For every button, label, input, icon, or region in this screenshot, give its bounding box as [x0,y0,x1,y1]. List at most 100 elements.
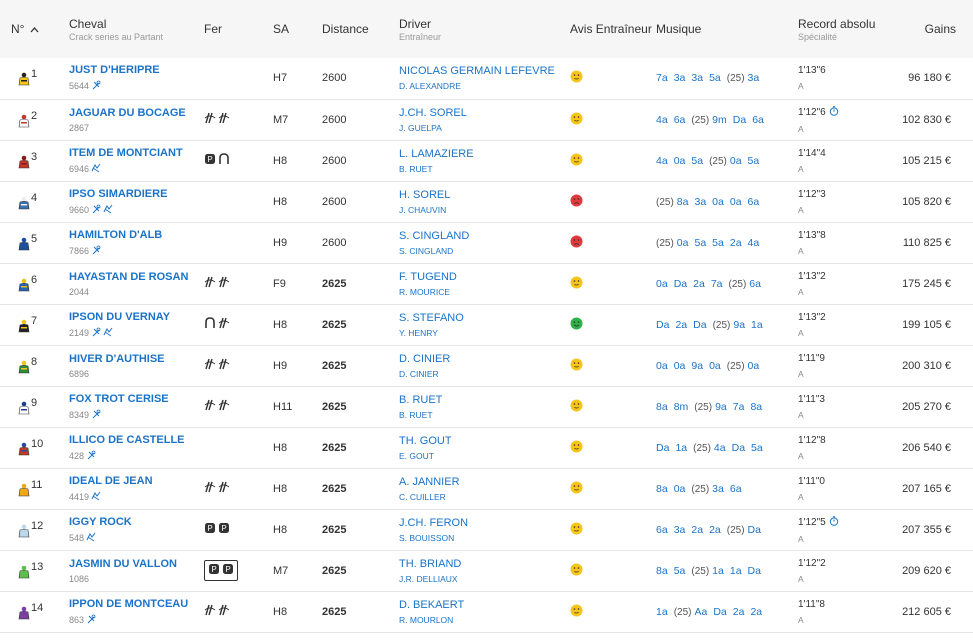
header-sa[interactable]: SA [273,22,290,36]
musique-result[interactable]: 8a [656,482,668,495]
trainer-link[interactable]: D. ALEXANDRE [399,81,461,92]
trainer-link[interactable]: J. GUELPA [399,122,442,133]
horse-name-link[interactable]: HAMILTON D'ALB [69,228,163,241]
musique-result[interactable]: 6a [729,482,742,495]
musique-result[interactable]: 4a [656,113,668,126]
horse-name-link[interactable]: IGGY ROCK [69,515,132,528]
horse-name-link[interactable]: IPPON DE MONTCEAU [69,597,189,610]
table-row[interactable]: 3 ITEM DE MONTCIANT 6946 P H8 2600 L. LAMAZIER… [0,140,973,181]
horse-name-link[interactable]: ILLICO DE CASTELLE [69,433,185,446]
musique-result[interactable]: 3a [694,195,707,208]
musique-result[interactable]: 5a [673,564,686,577]
horse-name-link[interactable]: HAYASTAN DE ROSAN [69,270,189,283]
trainer-link[interactable]: S. CINGLAND [399,245,454,256]
trainer-link[interactable]: B. RUET [399,163,433,174]
musique-result[interactable]: 5a [712,236,724,249]
musique-result[interactable]: 0a [673,482,686,495]
driver-link[interactable]: L. LAMAZIERE [399,147,474,160]
table-row[interactable]: 9 FOX TROT CERISE 8349 H11 2625 B. RUET B. RUE… [0,386,973,427]
driver-link[interactable]: A. JANNIER [399,475,460,488]
musique-result[interactable]: 1a [675,441,688,454]
driver-link[interactable]: D. BEKAERT [399,598,465,611]
table-row[interactable]: 10 ILLICO DE CASTELLE 428 H8 2625 TH. GOUT E. … [0,427,973,468]
musique-result[interactable]: 3a [712,482,724,495]
trainer-link[interactable]: E. GOUT [399,450,434,461]
table-row[interactable]: 12 IGGY ROCK 548 P P H8 2625 J.CH. FERON S. BOUI… [0,509,973,550]
musique-result[interactable]: 0a [673,154,686,167]
musique-result[interactable]: Da [747,564,761,577]
table-row[interactable]: 8 HIVER D'AUTHISE 6896 H9 2625 D. CINIER D. CI… [0,345,973,386]
header-driver[interactable]: Driver Entraîneur [399,16,442,42]
sort-up-icon[interactable] [30,22,39,36]
musique-result[interactable]: 9a [691,359,704,372]
header-avis[interactable]: Avis Entraîneur [570,21,652,36]
table-row[interactable]: 2 JAGUAR DU BOCAGE 2867 M7 2600 J.CH. SOREL J.… [0,99,973,140]
musique-result[interactable]: 3a [747,72,760,85]
driver-link[interactable]: TH. GOUT [399,434,452,447]
table-row[interactable]: 14 IPPON DE MONTCEAU 863 H8 2625 D. BEKAERT R.… [0,591,973,632]
musique-result[interactable]: 1a [729,564,742,577]
driver-link[interactable]: J.CH. SOREL [399,106,467,119]
table-row[interactable]: 7 IPSON DU VERNAY 2149 H8 2625 S. STEFANO Y. H… [0,304,973,345]
horse-name-link[interactable]: JASMIN DU VALLON [69,557,177,570]
table-row[interactable]: 1 JUST D'HERIPRE 5644 H7 2600 NICOLAS GERMAIN… [0,58,973,99]
trainer-link[interactable]: C. CUILLER [399,491,446,502]
musique-result[interactable]: 2a [750,605,763,618]
horse-name-link[interactable]: FOX TROT CERISE [69,392,169,405]
musique-result[interactable]: 0a [656,277,668,290]
horse-name-link[interactable]: JAGUAR DU BOCAGE [69,106,186,119]
musique-result[interactable]: 3a [691,72,704,85]
table-row[interactable]: 13 JASMIN DU VALLON 1086 P P M7 2625 TH. BRIAND… [0,550,973,591]
musique-result[interactable]: 2a [693,277,705,290]
driver-link[interactable]: J.CH. FERON [399,516,469,529]
musique-result[interactable]: 7a [732,400,745,413]
trainer-link[interactable]: D. CINIER [399,368,439,379]
trainer-link[interactable]: S. BOUISSON [399,532,455,543]
driver-link[interactable]: TH. BRIAND [399,557,462,570]
musique-result[interactable]: Da [731,441,746,454]
driver-link[interactable]: S. CINGLAND [399,229,470,242]
musique-result[interactable]: Aa [694,605,708,618]
header-cheval[interactable]: Cheval Crack series au Partant [69,16,164,42]
musique-result[interactable]: 7a [656,72,668,85]
trainer-link[interactable]: B. RUET [399,409,433,420]
driver-link[interactable]: NICOLAS GERMAIN LEFEVRE [399,65,555,78]
table-row[interactable]: 6 HAYASTAN DE ROSAN 2044 F9 2625 F. TUGEND R. … [0,263,973,304]
table-row[interactable]: 5 HAMILTON D'ALB 7866 H9 2600 S. CINGLAND S. C… [0,222,973,263]
musique-result[interactable]: 7a [710,277,723,290]
horse-name-link[interactable]: HIVER D'AUTHISE [69,352,165,365]
trainer-link[interactable]: J. CHAUVIN [399,204,447,215]
horse-name-link[interactable]: IDEAL DE JEAN [69,474,153,487]
musique-result[interactable]: 6a [656,523,668,536]
musique-result[interactable]: 8a [676,195,689,208]
horse-name-link[interactable]: ITEM DE MONTCIANT [69,146,183,159]
header-musique[interactable]: Musique [656,22,702,36]
musique-result[interactable]: 9a [715,400,727,413]
musique-result[interactable]: 0a [676,236,689,249]
musique-result[interactable]: 1a [712,564,724,577]
musique-result[interactable]: 6a [673,113,686,126]
musique-result[interactable]: 8a [656,400,668,413]
musique-result[interactable]: 0a [673,359,686,372]
musique-result[interactable]: 2a [729,236,742,249]
musique-result[interactable]: Da [656,441,670,454]
musique-result[interactable]: Da [656,318,670,331]
musique-result[interactable]: 5a [751,441,763,454]
musique-result[interactable]: 9a [733,318,746,331]
horse-name-link[interactable]: JUST D'HERIPRE [69,64,160,77]
header-record[interactable]: Record absolu Spécialité [798,16,876,42]
musique-result[interactable]: 0a [709,359,721,372]
musique-result[interactable]: 2a [732,605,745,618]
table-row[interactable]: 11 IDEAL DE JEAN 4419 H8 2625 A. JANNIER C. CU… [0,468,973,509]
driver-link[interactable]: D. CINIER [399,352,451,365]
musique-result[interactable]: 3a [673,523,686,536]
trainer-link[interactable]: J.R. DELLIAUX [399,573,458,584]
musique-result[interactable]: Da [747,523,761,536]
table-row[interactable]: 4 IPSO SIMARDIERE 9660 H8 2600 H. SOREL J. CHA… [0,181,973,222]
musique-result[interactable]: 8m [673,400,689,413]
musique-result[interactable]: 8a [656,564,668,577]
musique-result[interactable]: 0a [729,195,742,208]
musique-result[interactable]: 5a [747,154,760,167]
musique-result[interactable]: 2a [675,318,688,331]
horse-name-link[interactable]: IPSO SIMARDIERE [69,187,168,200]
